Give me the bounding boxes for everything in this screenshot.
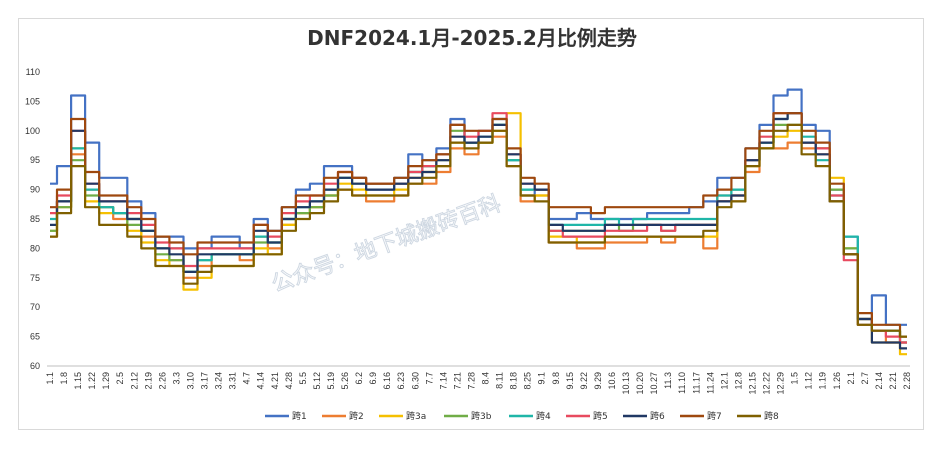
x-tick-label: 4.14 bbox=[256, 372, 266, 390]
y-tick-label: 110 bbox=[26, 67, 40, 77]
x-tick-label: 11.3 bbox=[663, 372, 673, 389]
legend-label: 跨1 bbox=[292, 411, 307, 422]
x-tick-label: 1.15 bbox=[73, 372, 83, 390]
x-tick-label: 8.4 bbox=[481, 372, 491, 385]
y-tick-label: 95 bbox=[30, 155, 40, 165]
y-axis: 60 65 70 75 80 85 90 95 100 105 110 bbox=[25, 67, 910, 371]
legend-label: 跨3a bbox=[406, 411, 426, 422]
x-tick-label: 1.19 bbox=[818, 372, 828, 390]
x-tick-label: 8.18 bbox=[509, 372, 519, 390]
x-tick-label: 12.22 bbox=[762, 372, 772, 395]
x-tick-label: 1.8 bbox=[59, 372, 69, 385]
x-tick-label: 1.26 bbox=[832, 372, 842, 390]
y-tick-label: 100 bbox=[25, 126, 40, 136]
series-lines bbox=[50, 88, 907, 356]
x-tick-label: 7.7 bbox=[424, 372, 434, 385]
legend-label: 跨4 bbox=[536, 411, 551, 422]
x-tick-label: 5.19 bbox=[326, 372, 336, 390]
legend-label: 跨8 bbox=[764, 411, 779, 422]
y-tick-label: 65 bbox=[30, 332, 40, 342]
x-tick-label: 6.2 bbox=[354, 372, 364, 385]
series-line-8 bbox=[50, 112, 907, 338]
x-tick-label: 7.21 bbox=[452, 372, 462, 390]
x-tick-label: 2.26 bbox=[157, 372, 167, 390]
x-tick-label: 2.28 bbox=[902, 372, 912, 390]
x-tick-label: 11.24 bbox=[705, 372, 715, 394]
x-tick-label: 1.29 bbox=[101, 372, 111, 390]
x-tick-label: 1.12 bbox=[804, 372, 814, 390]
x-tick-label: 8.11 bbox=[495, 372, 505, 389]
x-tick-label: 10.20 bbox=[635, 372, 645, 395]
x-tick-label: 1.22 bbox=[87, 372, 97, 390]
x-tick-label: 2.7 bbox=[860, 372, 870, 385]
x-tick-label: 11.17 bbox=[691, 372, 701, 394]
legend: 跨1 跨2 跨3a 跨3b 跨4 跨5 跨6 跨7 跨8 bbox=[265, 411, 779, 422]
x-tick-label: 11.10 bbox=[677, 372, 687, 394]
x-tick-label: 6.9 bbox=[368, 372, 378, 385]
x-axis: 1.1 1.8 1.15 1.22 1.29 2.5 2.12 2.19 2.26 3.3 3.10… bbox=[45, 372, 912, 395]
x-tick-label: 6.23 bbox=[396, 372, 406, 390]
x-tick-label: 3.24 bbox=[214, 372, 224, 390]
x-tick-label: 7.14 bbox=[438, 372, 448, 390]
x-tick-label: 7.28 bbox=[466, 372, 476, 390]
x-tick-label: 5.12 bbox=[312, 372, 322, 390]
x-tick-label: 6.30 bbox=[410, 372, 420, 390]
y-tick-label: 80 bbox=[30, 243, 40, 253]
x-tick-label: 4.7 bbox=[242, 372, 252, 385]
y-tick-label: 105 bbox=[25, 96, 40, 106]
y-tick-label: 90 bbox=[30, 185, 40, 195]
x-tick-label: 5.5 bbox=[298, 372, 308, 385]
x-tick-label: 2.1 bbox=[846, 372, 856, 385]
x-tick-label: 12.8 bbox=[733, 372, 743, 390]
x-tick-label: 3.3 bbox=[171, 372, 181, 385]
x-tick-label: 12.15 bbox=[747, 372, 757, 395]
x-tick-label: 10.6 bbox=[607, 372, 617, 390]
y-tick-label: 70 bbox=[30, 302, 40, 312]
x-tick-label: 2.19 bbox=[143, 372, 153, 390]
y-tick-label: 60 bbox=[30, 361, 40, 371]
chart-title: DNF2024.1月-2025.2月比例走势 bbox=[307, 26, 637, 50]
y-tick-label: 75 bbox=[30, 273, 40, 283]
legend-label: 跨6 bbox=[650, 411, 665, 422]
series-line-4 bbox=[50, 123, 907, 344]
x-tick-label: 5.26 bbox=[340, 372, 350, 390]
series-line-2 bbox=[50, 135, 907, 344]
legend-label: 跨3b bbox=[471, 411, 492, 422]
legend-label: 跨5 bbox=[593, 411, 608, 422]
x-tick-label: 9.1 bbox=[537, 372, 547, 385]
y-tick-label: 85 bbox=[30, 214, 40, 224]
series-line-9 bbox=[50, 123, 907, 338]
x-tick-label: 8.25 bbox=[523, 372, 533, 390]
chart-frame bbox=[18, 18, 924, 430]
legend-label: 跨2 bbox=[349, 411, 364, 422]
x-tick-label: 10.27 bbox=[649, 372, 659, 395]
x-tick-label: 2.5 bbox=[115, 372, 125, 385]
x-tick-label: 3.10 bbox=[185, 372, 195, 390]
legend-label: 跨7 bbox=[707, 411, 722, 422]
x-tick-label: 9.22 bbox=[579, 372, 589, 390]
x-tick-label: 6.16 bbox=[382, 372, 392, 390]
x-tick-label: 9.15 bbox=[565, 372, 575, 390]
x-tick-label: 1.1 bbox=[45, 372, 55, 385]
x-tick-label: 9.8 bbox=[551, 372, 561, 385]
x-tick-label: 12.1 bbox=[719, 372, 729, 390]
x-tick-label: 2.21 bbox=[888, 372, 898, 390]
x-tick-label: 3.31 bbox=[228, 372, 238, 390]
x-tick-label: 12.29 bbox=[776, 372, 786, 395]
x-tick-label: 2.12 bbox=[129, 372, 139, 390]
x-tick-label: 9.29 bbox=[593, 372, 603, 390]
x-tick-label: 2.14 bbox=[874, 372, 884, 390]
x-tick-label: 4.28 bbox=[284, 372, 294, 390]
x-tick-label: 4.21 bbox=[270, 372, 280, 390]
x-tick-label: 10.13 bbox=[621, 372, 631, 395]
x-tick-label: 1.5 bbox=[790, 372, 800, 385]
x-tick-label: 3.17 bbox=[200, 372, 210, 390]
